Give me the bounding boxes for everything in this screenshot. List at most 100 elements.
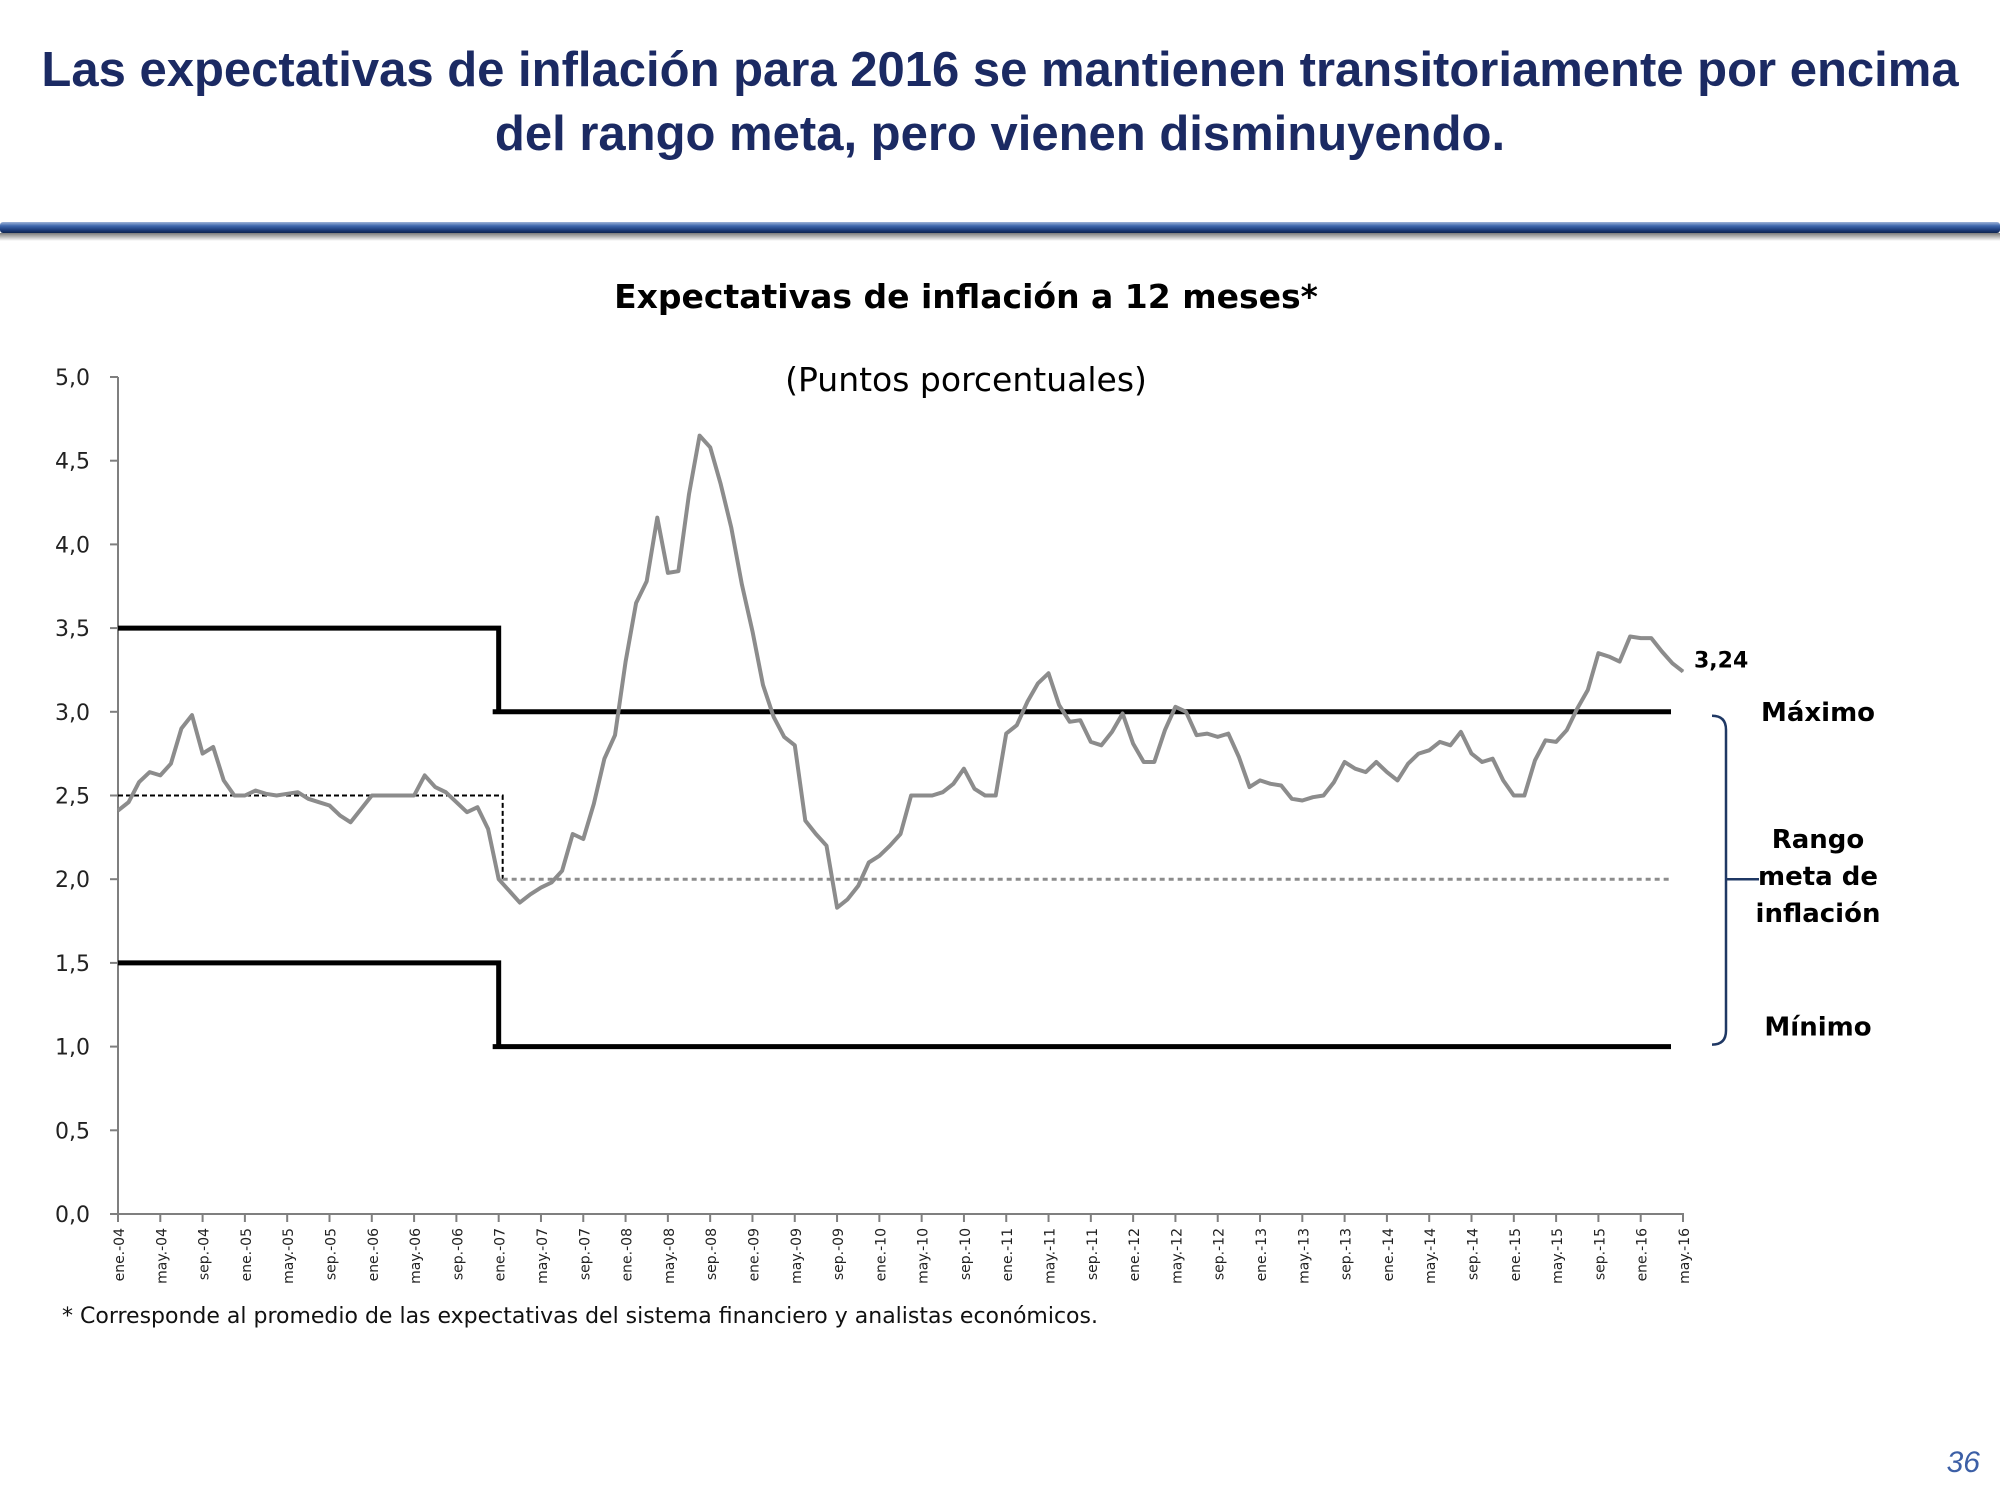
title-divider-shadow [0,233,2000,241]
x-tick-label: may.-05 [281,1228,297,1284]
data-point [138,781,140,783]
data-point [1185,711,1187,713]
data-point [1196,734,1198,736]
data-point [529,893,531,895]
data-point [1122,712,1124,714]
data-point [508,890,510,892]
data-point [307,798,309,800]
data-point [1439,741,1441,743]
data-point [625,661,627,663]
data-point [540,887,542,889]
data-point [1650,637,1652,639]
data-point [1270,783,1272,785]
last-value-label: 3,24 [1694,649,1748,674]
range-min-label: Mínimo [1764,1013,1871,1043]
data-point [1100,744,1102,746]
data-point [741,584,743,586]
data-point [572,833,574,835]
data-point [656,517,658,519]
data-point [1629,635,1631,637]
data-point [286,793,288,795]
data-point [212,746,214,748]
data-point [360,808,362,810]
data-point [1005,733,1007,735]
data-point [371,795,373,796]
data-point [1608,656,1610,658]
x-tick-label: ene.-14 [1381,1228,1397,1282]
data-point [794,744,796,746]
data-point [1365,771,1367,773]
data-point [1174,706,1176,708]
x-tick-label: ene.-05 [239,1228,255,1281]
data-point [1217,736,1219,738]
data-point [392,795,394,796]
data-point [1471,753,1473,755]
x-tick-label: ene.-11 [1000,1228,1016,1281]
data-point [1164,729,1166,731]
data-point [1090,741,1092,743]
data-point [1597,652,1599,654]
x-tick-label: ene.-07 [493,1228,509,1281]
data-point [857,885,859,887]
y-tick-label: 0,5 [55,1119,90,1144]
x-tick-label: may.-15 [1550,1228,1566,1284]
x-tick-label: may.-16 [1677,1228,1693,1284]
data-point [1513,795,1515,796]
data-point [202,753,204,755]
y-tick-label: 3,5 [55,617,90,642]
data-point [1301,800,1303,802]
page-number: 36 [1946,1446,1980,1479]
data-point [1566,729,1568,731]
x-tick-label: sep.-04 [197,1228,213,1280]
data-point [455,801,457,803]
data-point [1069,721,1071,723]
data-point [1576,707,1578,709]
data-point [1396,779,1398,781]
x-tick-label: ene.-15 [1508,1228,1524,1281]
range-center-label-line: Rango [1772,825,1865,855]
data-point [614,734,616,736]
data-point [1428,749,1430,751]
data-point [1545,739,1547,741]
data-point [1671,662,1673,664]
range-bracket [1711,714,1728,1046]
data-point [318,801,320,803]
x-tick-label: ene.-13 [1254,1228,1270,1281]
data-point [434,786,436,788]
data-point [1111,731,1113,733]
data-point [244,795,246,796]
data-point [667,572,669,574]
data-point [498,878,500,880]
data-point [762,684,764,686]
data-point [910,795,912,796]
chart-series [116,433,1685,910]
x-tick-label: sep.-11 [1085,1228,1101,1280]
data-point [1502,779,1504,781]
data-point [551,882,553,884]
data-point [1132,743,1134,745]
data-point [593,803,595,805]
data-point [1312,796,1314,798]
data-point [836,907,838,909]
data-point [603,758,605,760]
data-point [223,779,225,781]
data-point [699,435,701,437]
x-tick-label: ene.-09 [746,1228,762,1281]
x-tick-label: may.-10 [916,1228,932,1284]
x-tick-label: sep.-15 [1592,1228,1608,1280]
x-tick-label: may.-04 [154,1228,170,1284]
data-point [783,736,785,738]
data-point [265,793,267,795]
data-point [1449,744,1451,746]
data-point [180,728,182,730]
y-tick-label: 1,0 [55,1036,90,1061]
data-point [1238,756,1240,758]
data-point [1407,763,1409,765]
title-divider [0,222,2000,233]
x-tick-label: may.-08 [662,1228,678,1284]
data-point [1143,761,1145,763]
data-point [424,774,426,776]
x-tick-label: ene.-10 [873,1228,889,1281]
x-tick-label: ene.-12 [1127,1228,1143,1281]
